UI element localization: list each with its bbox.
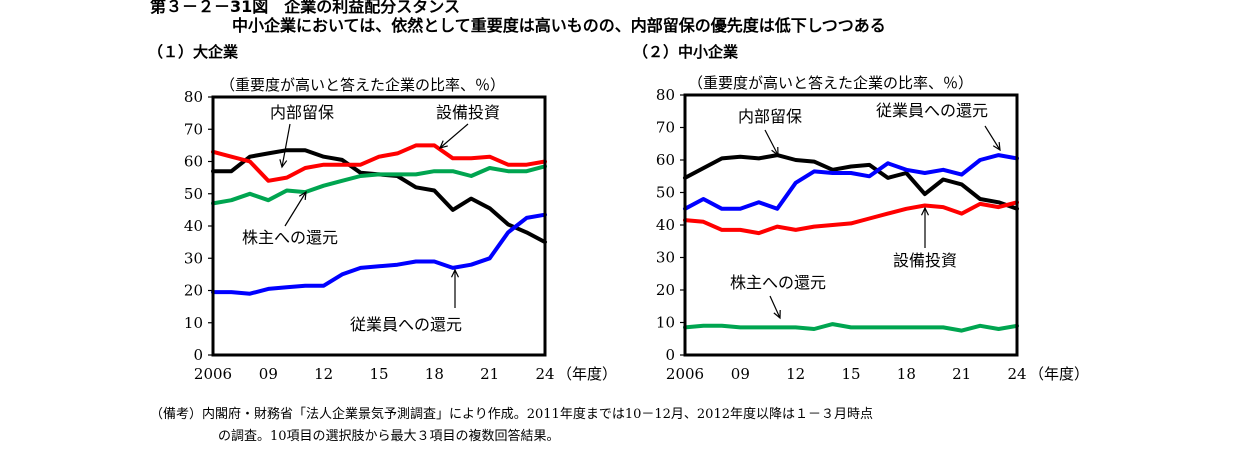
y-axis-label: （重要度が高いと答えた企業の比率、％） — [220, 76, 505, 94]
x-tick-label: 24 — [1007, 365, 1026, 383]
annotation-arrowhead — [438, 140, 448, 149]
series-line-1 — [683, 153, 1019, 211]
y-tick-label: 70 — [656, 119, 675, 137]
annotation-arrowhead — [773, 309, 781, 320]
series-annotation: 内部留保 — [738, 107, 802, 126]
annotation-arrow — [439, 123, 469, 149]
note-line-2: の調査。10項目の選択肢から最大３項目の複数回答結果。 — [218, 429, 560, 444]
y-tick-label: 0 — [193, 346, 203, 364]
series-line-3 — [211, 164, 547, 206]
y-tick-label: 50 — [184, 185, 203, 203]
series-annotation: 株主への還元 — [242, 228, 338, 247]
note-line-1: （備考）内閣府・財務省「法人企業景気予測調査」により作成。2011年度までは10… — [150, 407, 873, 422]
x-tick-label: 15 — [841, 365, 860, 383]
x-axis-label: （年度） — [1029, 365, 1089, 383]
x-tick-label: 2006 — [194, 365, 232, 383]
x-tick-label: 12 — [314, 365, 333, 383]
y-tick-label: 60 — [656, 151, 675, 169]
figure-title: 第３－２－31図 企業の利益配分スタンス — [150, 0, 460, 16]
series-annotation: 設備投資 — [436, 103, 500, 122]
x-tick-label: 18 — [897, 365, 916, 383]
x-tick-label: 21 — [480, 365, 499, 383]
series-line-2 — [683, 200, 1019, 236]
y-tick-label: 10 — [184, 314, 203, 332]
annotation-arrowhead — [298, 190, 307, 201]
x-tick-label: 15 — [369, 365, 388, 383]
series-annotation: 設備投資 — [893, 251, 957, 270]
figure-subtitle: 中小企業においては、依然として重要度は高いものの、内部留保の優先度は低下しつつあ… — [232, 16, 886, 35]
x-tick-label: 2006 — [666, 365, 704, 383]
x-tick-label: 12 — [786, 365, 805, 383]
y-tick-label: 20 — [656, 281, 675, 299]
annotation-arrowhead — [771, 146, 779, 157]
plot-frame — [211, 95, 547, 357]
y-tick-label: 20 — [184, 282, 203, 300]
annotation-arrowhead — [450, 268, 460, 278]
annotation-arrowhead — [992, 141, 1001, 152]
panel-label: （１）大企業 — [148, 43, 239, 61]
annotation-arrowhead — [279, 159, 288, 169]
x-tick-label: 21 — [952, 365, 971, 383]
series-annotation: 従業員への還元 — [350, 315, 462, 334]
chart-panel-1: （１）大企業 （重要度が高いと答えた企業の比率、％） 0 10 20 30 40 50 60 70… — [148, 43, 617, 383]
y-tick-label: 70 — [184, 120, 203, 138]
x-tick-label: 09 — [259, 365, 278, 383]
annotation-arrow — [984, 125, 1001, 151]
series-line-3 — [683, 322, 1019, 333]
y-tick-label: 60 — [184, 153, 203, 171]
y-tick-label: 30 — [656, 249, 675, 267]
series-line-4 — [211, 212, 547, 296]
y-tick-label: 50 — [656, 184, 675, 202]
series-annotation: 従業員への還元 — [876, 101, 988, 120]
annotation-arrowhead — [920, 206, 930, 216]
x-tick-label: 18 — [425, 365, 444, 383]
y-axis-label: （重要度が高いと答えた企業の比率、％） — [688, 74, 973, 92]
y-tick-label: 10 — [656, 314, 675, 332]
series-line-2 — [211, 143, 547, 183]
plot-frame — [683, 93, 1019, 357]
y-tick-label: 0 — [665, 346, 675, 364]
series-line-4 — [683, 153, 1019, 211]
y-tick-label: 40 — [656, 216, 675, 234]
y-tick-label: 40 — [184, 217, 203, 235]
panel-label: （２）中小企業 — [633, 43, 739, 61]
annotation-arrow — [281, 123, 291, 168]
y-tick-label: 30 — [184, 249, 203, 267]
x-tick-label: 24 — [535, 365, 554, 383]
chart-panel-2: （２）中小企業 （重要度が高いと答えた企業の比率、％） 0 10 20 30 40 50 60 7… — [633, 43, 1089, 383]
y-tick-label: 80 — [656, 86, 675, 104]
annotation-arrow — [764, 129, 779, 156]
series-annotation: 株主への還元 — [730, 273, 826, 292]
x-axis-label: （年度） — [557, 365, 617, 383]
x-tick-label: 09 — [731, 365, 750, 383]
annotation-arrow — [769, 295, 781, 319]
series-annotation: 内部留保 — [270, 103, 334, 122]
annotation-arrow — [284, 191, 307, 227]
y-tick-label: 80 — [184, 88, 203, 106]
